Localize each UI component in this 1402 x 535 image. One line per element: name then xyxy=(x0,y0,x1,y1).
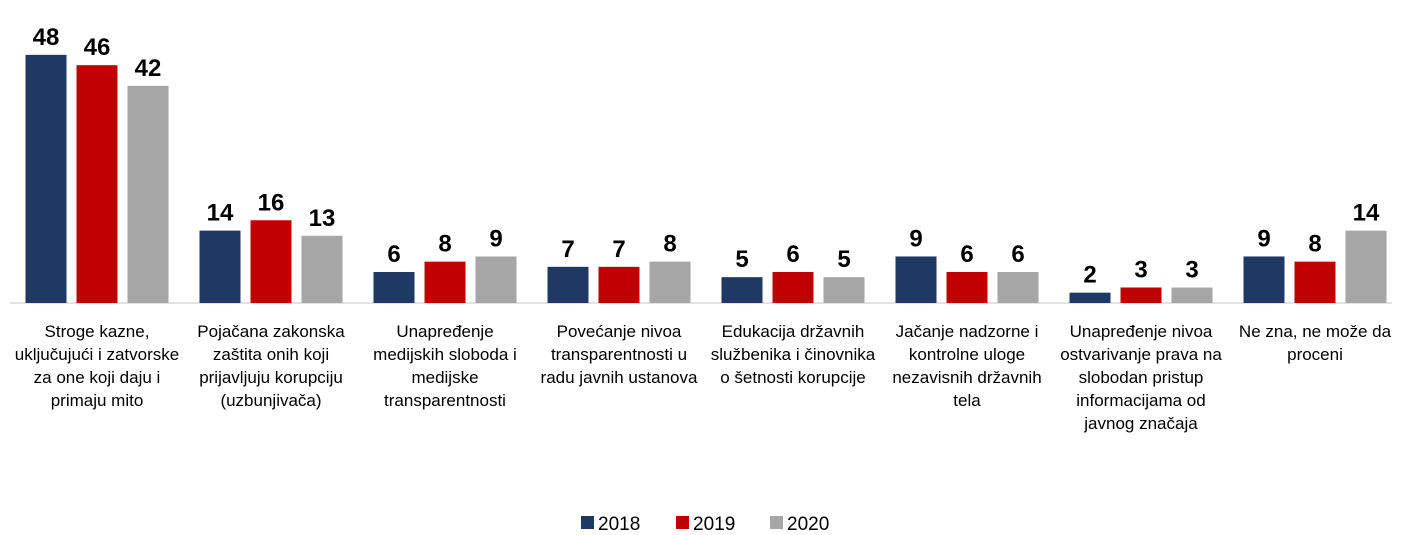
bar xyxy=(649,261,691,303)
value-label: 5 xyxy=(735,246,748,273)
x-tick-label: Unapređenje nivoa ostvarivanje prava na … xyxy=(1060,322,1222,433)
bar xyxy=(547,266,589,303)
legend-swatch xyxy=(581,516,594,529)
bar xyxy=(301,235,343,303)
bar xyxy=(598,266,640,303)
bar xyxy=(373,271,415,303)
bar xyxy=(1171,287,1213,303)
value-label: 48 xyxy=(33,24,60,51)
value-label: 42 xyxy=(135,55,162,82)
x-tick-label: Povećanje nivoa transparentnosti u radu … xyxy=(540,322,698,387)
value-label: 5 xyxy=(837,246,850,273)
value-label: 16 xyxy=(258,189,285,216)
legend-swatch xyxy=(770,516,783,529)
bar xyxy=(199,230,241,303)
value-label: 6 xyxy=(387,241,400,268)
bar xyxy=(946,271,988,303)
x-tick-label: Pojačana zakonska zaštita onih koji prij… xyxy=(197,322,345,410)
value-label: 46 xyxy=(84,34,111,61)
value-label: 9 xyxy=(489,225,502,252)
x-tick-label: Jačanje nadzorne i kontrolne uloge nezav… xyxy=(892,322,1042,410)
legend-label: 2018 xyxy=(598,514,640,535)
value-label: 7 xyxy=(561,236,574,263)
bar xyxy=(1345,230,1387,303)
value-label: 3 xyxy=(1185,256,1198,283)
legend-swatch xyxy=(676,516,689,529)
value-label: 8 xyxy=(438,231,451,258)
value-label: 7 xyxy=(612,236,625,263)
bar xyxy=(772,271,814,303)
value-label: 8 xyxy=(1308,231,1321,258)
bar xyxy=(823,277,865,303)
x-tick-label: Edukacija državnih službenika i činovnik… xyxy=(710,322,876,387)
value-label: 9 xyxy=(1257,225,1270,252)
value-label: 14 xyxy=(1353,200,1380,227)
value-label: 8 xyxy=(663,231,676,258)
bar xyxy=(1069,292,1111,303)
value-label: 9 xyxy=(909,225,922,252)
bar xyxy=(1243,256,1285,303)
bar xyxy=(127,85,169,303)
value-label: 3 xyxy=(1134,256,1147,283)
bar xyxy=(475,256,517,303)
bar xyxy=(1294,261,1336,303)
bar xyxy=(997,271,1039,303)
value-label: 2 xyxy=(1083,262,1096,289)
bar xyxy=(1120,287,1162,303)
value-label: 6 xyxy=(1011,241,1024,268)
bar xyxy=(250,220,292,303)
bar xyxy=(424,261,466,303)
bar xyxy=(25,54,67,304)
value-label: 6 xyxy=(786,241,799,268)
bar xyxy=(721,277,763,303)
bar xyxy=(76,65,118,304)
x-tick-label: Ne zna, ne može da proceni xyxy=(1238,322,1392,364)
bar xyxy=(895,256,937,303)
legend-label: 2020 xyxy=(787,514,829,535)
value-label: 14 xyxy=(207,200,234,227)
value-label: 13 xyxy=(309,205,336,232)
value-label: 6 xyxy=(960,241,973,268)
x-tick-label: Stroge kazne, uključujući i zatvorske za… xyxy=(14,322,180,410)
legend-label: 2019 xyxy=(693,514,735,535)
x-tick-label: Unapređenje medijskih sloboda i medijske… xyxy=(373,322,517,410)
